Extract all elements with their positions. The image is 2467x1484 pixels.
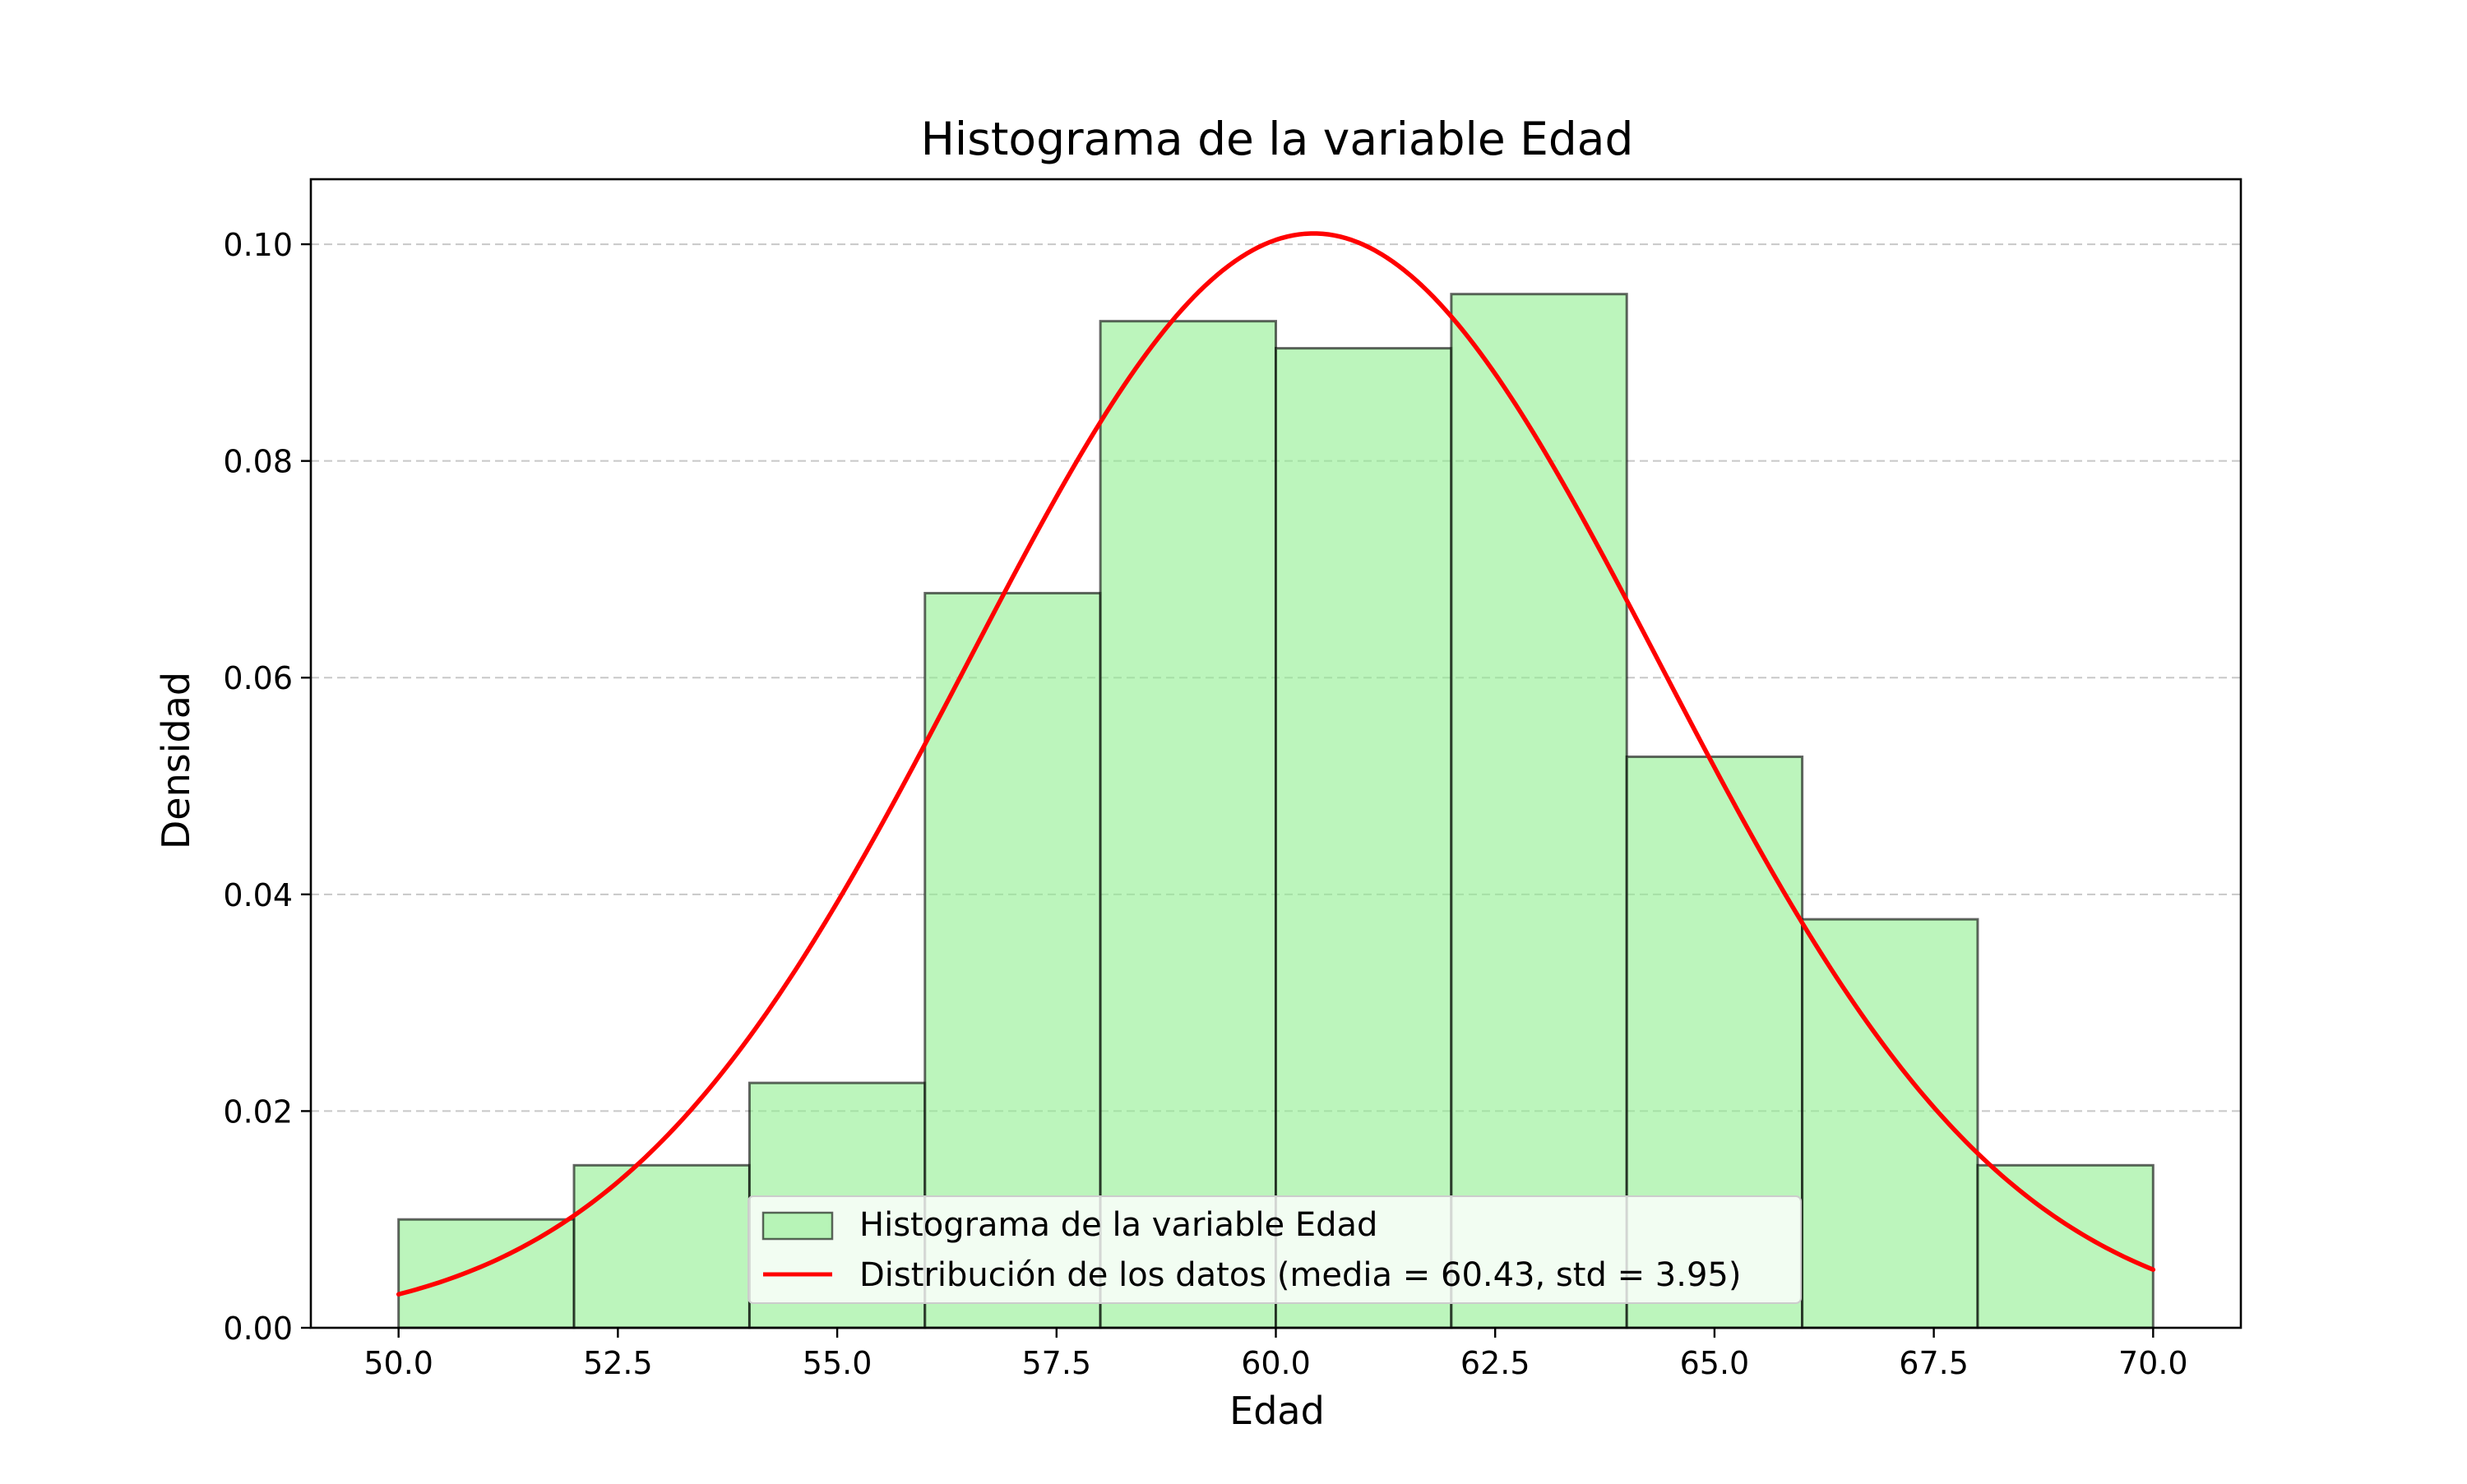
x-tick-label: 62.5 <box>1460 1345 1530 1381</box>
histogram-bar <box>572 1163 751 1329</box>
y-axis-ticks: 0.00 0.02 0.04 0.06 0.08 0.10 <box>223 227 311 1347</box>
x-tick-label: 55.0 <box>803 1345 872 1381</box>
histogram-bar <box>1099 320 1277 1329</box>
y-tick-label: 0.02 <box>223 1093 293 1130</box>
histogram-bar <box>1976 1163 2155 1329</box>
chart-title: Histograma de la variable Edad <box>921 113 1634 165</box>
y-tick-label: 0.00 <box>223 1311 293 1347</box>
y-tick-label: 0.10 <box>223 227 293 263</box>
legend: Histograma de la variable Edad Distribuc… <box>748 1195 1802 1304</box>
y-tick-label: 0.06 <box>223 660 293 696</box>
y-tick-label: 0.08 <box>223 444 293 480</box>
histogram-bar <box>1450 293 1628 1329</box>
histogram-bar <box>397 1218 576 1329</box>
y-axis-label: Densidad <box>154 672 198 849</box>
x-tick-label: 50.0 <box>363 1345 433 1381</box>
normal-curve-layer <box>396 231 2156 1297</box>
x-tick-label: 67.5 <box>1899 1345 1969 1381</box>
x-axis-ticks: 50.0 52.5 55.0 57.5 60.0 62.5 65.0 67.5 70.0 <box>363 1328 2188 1381</box>
legend-curve-label: Distribución de los datos (media = 60.43… <box>859 1256 1741 1294</box>
x-tick-label: 65.0 <box>1680 1345 1750 1381</box>
histogram-bar <box>1275 347 1453 1329</box>
normal-distribution-curve <box>396 231 2156 1297</box>
y-tick-label: 0.04 <box>223 877 293 913</box>
x-tick-label: 52.5 <box>583 1345 653 1381</box>
x-tick-label: 57.5 <box>1021 1345 1091 1381</box>
x-tick-label: 60.0 <box>1241 1345 1311 1381</box>
legend-histogram-swatch <box>761 1211 834 1241</box>
legend-histogram-label: Histograma de la variable Edad <box>859 1206 1377 1244</box>
x-axis-label: Edad <box>1229 1389 1325 1433</box>
legend-box <box>748 1195 1802 1304</box>
x-tick-label: 70.0 <box>2118 1345 2188 1381</box>
